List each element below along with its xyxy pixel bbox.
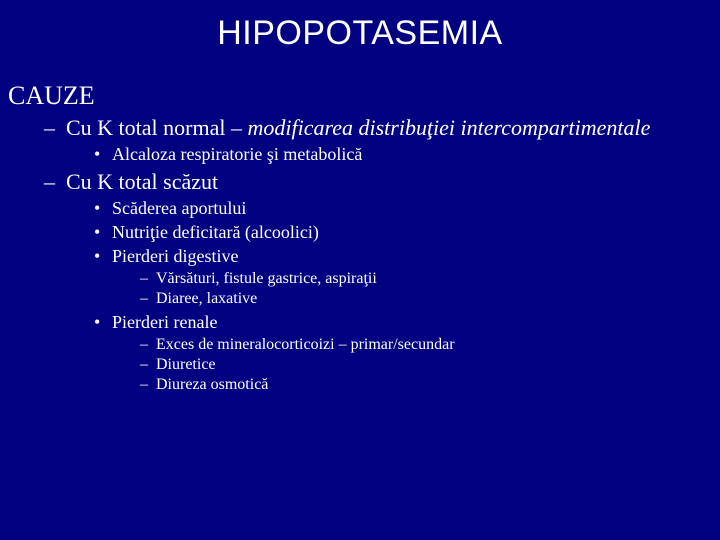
level2-list: Alcaloza respiratorie şi metabolică bbox=[66, 144, 712, 165]
l1-item: Cu K total normal – modificarea distribu… bbox=[44, 115, 712, 165]
l2-item: Scăderea aportului bbox=[94, 198, 712, 219]
l1-text-italic: modificarea distribuţiei intercompartime… bbox=[247, 115, 650, 140]
l2-item: Alcaloza respiratorie şi metabolică bbox=[94, 144, 712, 165]
l2-text: Pierderi renale bbox=[112, 312, 217, 332]
l3-item: Diureza osmotică bbox=[140, 376, 712, 394]
l3-item: Vărsături, fistule gastrice, aspiraţii bbox=[140, 270, 712, 288]
l2-item: Pierderi digestive Vărsături, fistule ga… bbox=[94, 246, 712, 308]
l2-item: Nutriţie deficitară (alcoolici) bbox=[94, 222, 712, 243]
level2-list: Scăderea aportului Nutriţie deficitară (… bbox=[66, 198, 712, 394]
l3-item: Exces de mineralocorticoizi – primar/sec… bbox=[140, 336, 712, 354]
slide-heading: CAUZE bbox=[8, 81, 712, 111]
l3-item: Diuretice bbox=[140, 356, 712, 374]
level3-list: Exces de mineralocorticoizi – primar/sec… bbox=[112, 336, 712, 394]
slide-title: HIPOPOTASEMIA bbox=[8, 14, 712, 53]
l1-text-prefix: Cu K total scăzut bbox=[66, 169, 218, 194]
l1-text-prefix: Cu K total normal – bbox=[66, 115, 247, 140]
level1-list: Cu K total normal – modificarea distribu… bbox=[8, 115, 712, 394]
l2-text: Pierderi digestive bbox=[112, 246, 238, 266]
level3-list: Vărsături, fistule gastrice, aspiraţii D… bbox=[112, 270, 712, 308]
l3-item: Diaree, laxative bbox=[140, 290, 712, 308]
l1-item: Cu K total scăzut Scăderea aportului Nut… bbox=[44, 169, 712, 394]
l2-item: Pierderi renale Exces de mineralocortico… bbox=[94, 312, 712, 394]
